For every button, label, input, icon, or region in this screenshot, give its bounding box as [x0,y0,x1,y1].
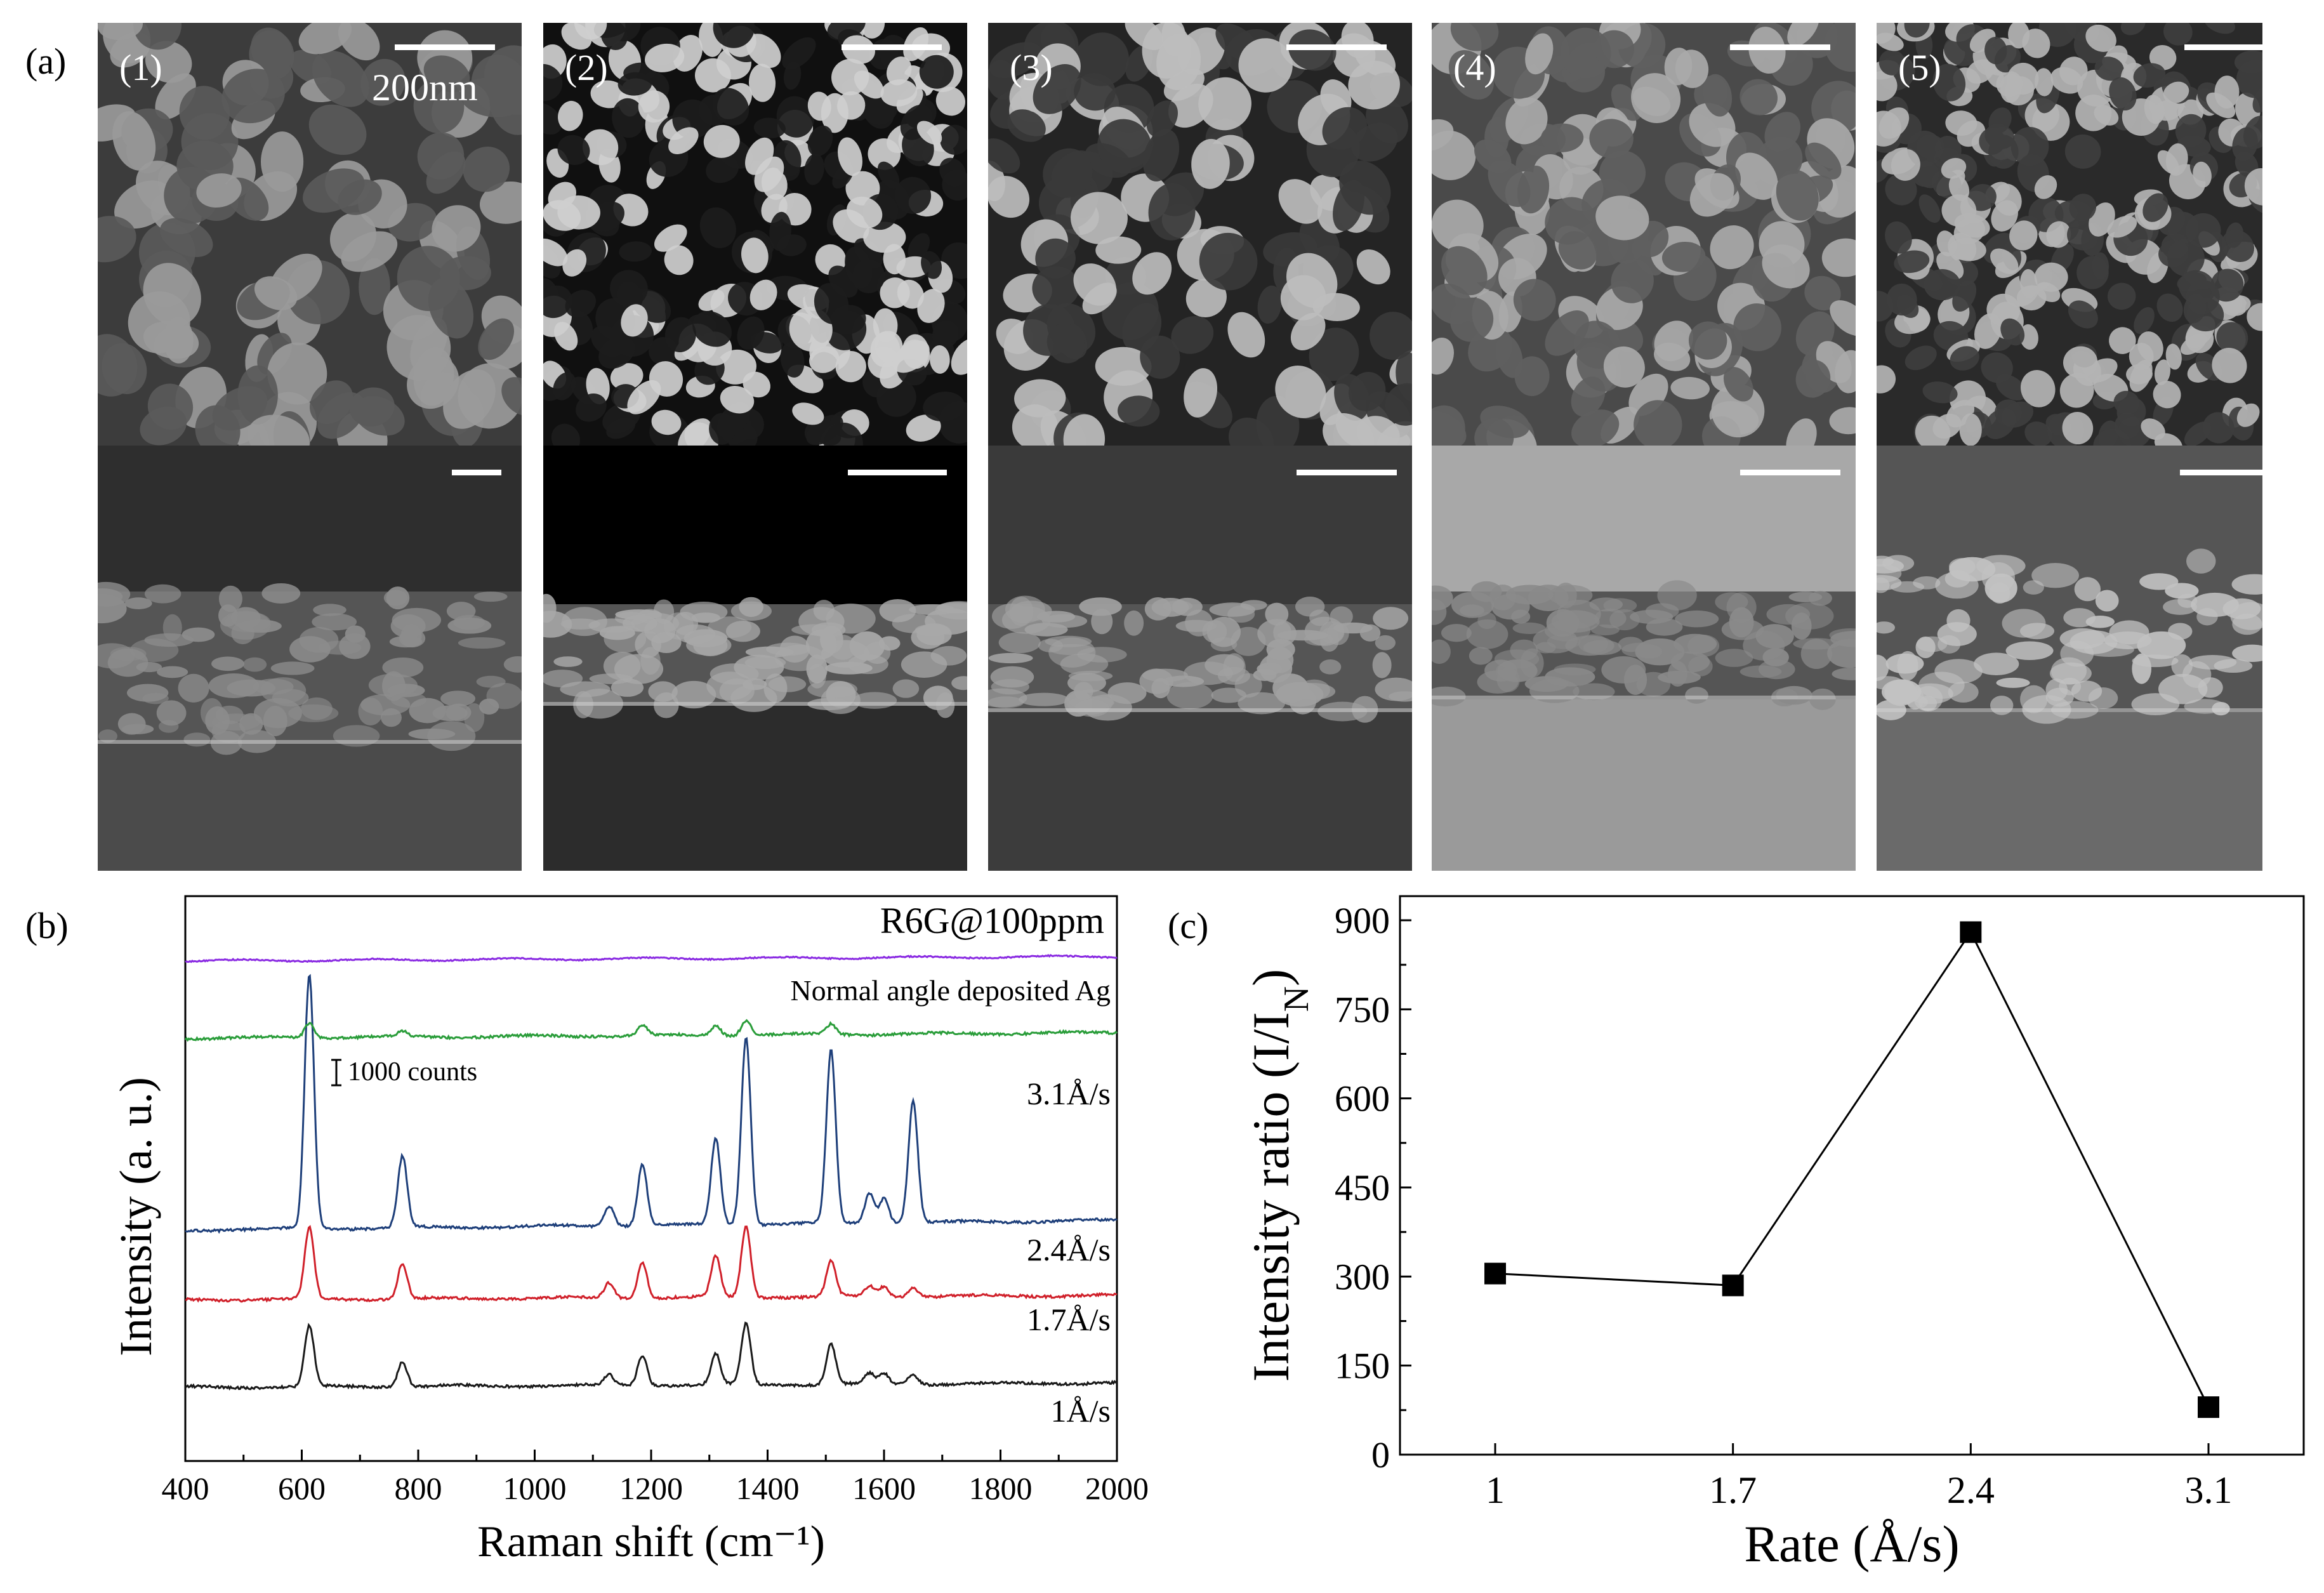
sem-cross-section-2 [543,446,967,871]
scale-bar [1286,44,1387,50]
x-tick-label-b: 1600 [852,1471,916,1506]
scale-bar [1297,470,1397,475]
y-tick-label-c: 150 [1335,1345,1390,1387]
x-tick-label-c: 3.1 [2185,1469,2233,1511]
annotation-r6g: R6G@100ppm [880,900,1104,941]
series-label-b: 2.4Å/s [1027,1232,1111,1267]
panel-label-c: (c) [1168,905,1209,946]
sem-cross-section-5 [1877,446,2262,871]
sem-panel-number: (1) [119,47,162,88]
scale-bar [1730,44,1830,50]
sem-panel-number: (3) [1010,47,1053,88]
y-tick-label-c: 750 [1335,989,1390,1030]
panel-label-a: (a) [25,41,67,82]
sem-top-view-5: (5) [1877,23,2262,446]
scale-bar [2180,470,2262,475]
sem-panel-number: (2) [565,47,608,88]
y-tick-label-c: 900 [1335,900,1390,941]
scale-bar [1740,470,1840,475]
x-tick-label-b: 2000 [1085,1471,1149,1506]
annotation-counts: 1000 counts [348,1057,477,1087]
sem-cross-section-1 [98,446,522,871]
plot-frame-c [1399,895,2305,1456]
ratio-point [1722,1274,1744,1297]
spectrum-line-2 [185,1224,1118,1303]
x-tick-label-b: 1200 [619,1471,683,1506]
sem-top-view-4: (4) [1432,23,1856,446]
scale-bar [395,44,495,50]
series-label-b: 1Å/s [1051,1393,1111,1429]
ratio-point [2198,1396,2219,1418]
series-label-b: 1.7Å/s [1027,1302,1111,1337]
y-tick-label-c: 0 [1371,1434,1390,1476]
x-tick-label-b: 800 [395,1471,442,1506]
scale-bar [848,470,947,475]
x-axis-label-b: Raman shift (cm⁻¹) [477,1517,825,1566]
sem-panel-number: (4) [1453,47,1496,88]
annotation-normal-angle: Normal angle deposited Ag [790,974,1111,1007]
sem-top-view-1: (1) 200nm [98,23,522,446]
spectrum-line-1 [185,1321,1118,1391]
scale-bar [2184,44,2262,50]
y-axis-label-b: Intensity (a. u.) [110,1077,161,1356]
spectrum-line-4 [184,1019,1118,1042]
x-tick-label-b: 1000 [503,1471,567,1506]
y-axis-label-c: Intensity ratio (I/IN) [1242,969,1316,1382]
sem-cross-section-4 [1432,446,1856,871]
x-tick-label-b: 1800 [969,1471,1033,1506]
x-axis-label-c: Rate (Å/s) [1744,1515,1959,1573]
ratio-point [1960,921,1982,943]
sem-top-view-2: (2) [543,23,967,446]
series-label-b: 3.1Å/s [1027,1076,1111,1111]
x-tick-label-b: 1400 [736,1471,800,1506]
ratio-line [1495,930,2210,1408]
x-tick-label-c: 2.4 [1947,1469,1995,1511]
spectrum-line-3 [185,974,1118,1234]
sem-top-view-3: (3) [988,23,1412,446]
scale-bar [452,470,501,475]
y-tick-label-c: 300 [1335,1256,1390,1297]
panel-label-b: (b) [25,905,69,946]
y-tick-label-c: 600 [1335,1078,1390,1120]
x-tick-label-c: 1.7 [1709,1469,1757,1511]
sem-panel-number: (5) [1898,47,1941,88]
spectrum-line-5 [185,954,1118,963]
x-tick-label-c: 1 [1486,1469,1505,1511]
x-tick-label-b: 600 [278,1471,326,1506]
scale-bar-label: 200nm [372,67,478,109]
sem-cross-section-3 [988,446,1412,871]
ratio-point [1484,1262,1506,1285]
x-tick-label-b: 400 [162,1471,209,1506]
y-tick-label-c: 450 [1335,1167,1390,1208]
scale-bar [842,44,942,50]
